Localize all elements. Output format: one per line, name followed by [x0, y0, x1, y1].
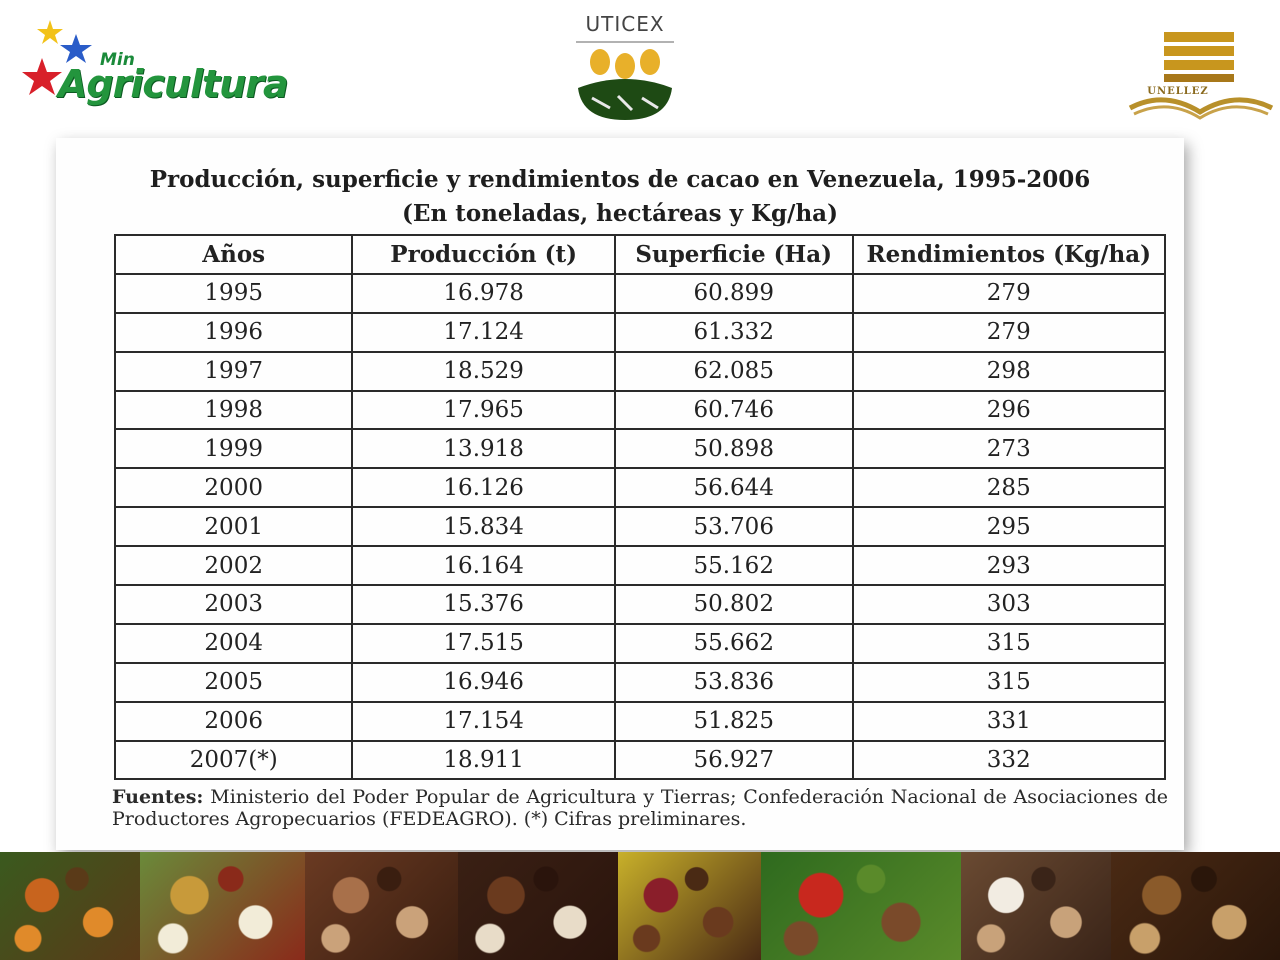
table-cell: 2002	[113, 545, 354, 587]
table-cell: 332	[851, 739, 1166, 781]
logo-text-min: Min	[100, 50, 135, 70]
table-row: 1997 18.529 62.085 298	[113, 350, 1166, 392]
table-cell: 1997	[113, 350, 354, 392]
table-cell: 18.529	[351, 350, 616, 392]
source-note: Fuentes: Ministerio del Poder Popular de…	[112, 786, 1168, 830]
table-cell: 2004	[113, 622, 354, 664]
table-cell: 16.978	[351, 272, 616, 314]
table-body: 1995 16.978 60.899 279 1996 17.124 61.332 279 19…	[113, 272, 1166, 781]
header-cell: Años	[113, 234, 354, 275]
min-agricultura-logo: Min Agricultura	[18, 18, 318, 108]
table-cell: 1998	[113, 389, 354, 431]
table-cell: 56.927	[613, 739, 854, 781]
table-cell: 51.825	[613, 700, 854, 742]
stars-icon	[22, 20, 92, 95]
table-cell: 53.836	[613, 661, 854, 703]
table-cell: 296	[851, 389, 1166, 431]
table-cell: 13.918	[351, 428, 616, 470]
table-cell: 17.965	[351, 389, 616, 431]
table-cell: 2003	[113, 584, 354, 625]
table-cell: 62.085	[613, 350, 854, 392]
table-cell: 56.644	[613, 467, 854, 509]
table-row: 2007(*) 18.911 56.927 332	[113, 739, 1166, 781]
table-cell: 60.746	[613, 389, 854, 431]
table-cell: 298	[851, 350, 1166, 392]
table-cell: 2000	[113, 467, 354, 509]
table-row: 1999 13.918 50.898 273	[113, 428, 1166, 470]
chocolates-photo	[458, 852, 618, 960]
table-cell: 1999	[113, 428, 354, 470]
table-cell: 2001	[113, 506, 354, 548]
table-cell: 279	[851, 272, 1166, 314]
table-cell: 331	[851, 700, 1166, 742]
unellez-logo: UNELLEZ	[1124, 28, 1276, 124]
coffee-beans-sack-photo	[1111, 852, 1280, 960]
uticex-emblem-icon	[576, 41, 674, 120]
header-cell: Superficie (Ha)	[613, 234, 854, 275]
table-row: 2002 16.164 55.162 293	[113, 545, 1166, 587]
table-row: 2000 16.126 56.644 285	[113, 467, 1166, 509]
cappuccino-cup-photo	[961, 852, 1111, 960]
table-row: 1998 17.965 60.746 296	[113, 389, 1166, 431]
table-row: 1995 16.978 60.899 279	[113, 272, 1166, 314]
table-cell: 2007(*)	[113, 739, 354, 781]
table-cell: 61.332	[613, 311, 854, 353]
photo-strip	[0, 852, 1280, 960]
unellez-emblem-icon	[1128, 32, 1274, 120]
table-cell: 285	[851, 467, 1166, 509]
table-cell: 2006	[113, 700, 354, 742]
cacao-pods-and-beans-photo	[618, 852, 761, 960]
table-cell: 16.946	[351, 661, 616, 703]
cacao-pods-on-tree-photo	[0, 852, 140, 960]
table-cell: 60.899	[613, 272, 854, 314]
table-cell: 315	[851, 661, 1166, 703]
table-cell: 16.126	[351, 467, 616, 509]
logo-text-agricultura: Agricultura	[58, 62, 289, 106]
table-cell: 315	[851, 622, 1166, 664]
table-row: 2005 16.946 53.836 315	[113, 661, 1166, 703]
table-title: Producción, superficie y rendimientos de…	[149, 166, 1091, 193]
table-cell: 279	[851, 311, 1166, 353]
table-row: 2003 15.376 50.802 303	[113, 584, 1166, 625]
table-cell: 50.898	[613, 428, 854, 470]
table-cell: 1995	[113, 272, 354, 314]
header-cell: Producción (t)	[351, 234, 616, 275]
coffee-cherries-harvest-photo	[761, 852, 961, 960]
open-cacao-pod-photo	[140, 852, 305, 960]
cacao-beans-photo	[305, 852, 458, 960]
source-text: Ministerio del Poder Popular de Agricult…	[112, 786, 1168, 830]
table-cell: 293	[851, 545, 1166, 587]
header-cell: Rendimientos (Kg/ha)	[851, 234, 1166, 275]
source-label: Fuentes:	[112, 786, 204, 808]
logo-text-unellez: UNELLEZ	[1147, 86, 1209, 97]
table-cell: 2005	[113, 661, 354, 703]
table-row: 1996 17.124 61.332 279	[113, 311, 1166, 353]
table-cell: 50.802	[613, 584, 854, 625]
table-cell: 295	[851, 506, 1166, 548]
table-cell: 17.515	[351, 622, 616, 664]
table-header-row: Años Producción (t) Superficie (Ha) Rend…	[113, 234, 1166, 275]
table-cell: 15.376	[351, 584, 616, 625]
table-row: 2004 17.515 55.662 315	[113, 622, 1166, 664]
table-cell: 55.662	[613, 622, 854, 664]
table-cell: 15.834	[351, 506, 616, 548]
table-cell: 53.706	[613, 506, 854, 548]
table-cell: 303	[851, 584, 1166, 625]
document-card: Producción, superficie y rendimientos de…	[56, 138, 1184, 850]
table-row: 2001 15.834 53.706 295	[113, 506, 1166, 548]
table-cell: 18.911	[351, 739, 616, 781]
table-subtitle: (En toneladas, hectáreas y Kg/ha)	[402, 200, 838, 227]
uticex-logo: UTICEX	[570, 12, 680, 124]
table-row: 2006 17.154 51.825 331	[113, 700, 1166, 742]
table-cell: 55.162	[613, 545, 854, 587]
cacao-data-table: Años Producción (t) Superficie (Ha) Rend…	[113, 234, 1166, 781]
table-cell: 273	[851, 428, 1166, 470]
table-cell: 16.164	[351, 545, 616, 587]
table-cell: 17.124	[351, 311, 616, 353]
table-cell: 1996	[113, 311, 354, 353]
logo-text-uticex: UTICEX	[585, 12, 665, 36]
table-cell: 17.154	[351, 700, 616, 742]
